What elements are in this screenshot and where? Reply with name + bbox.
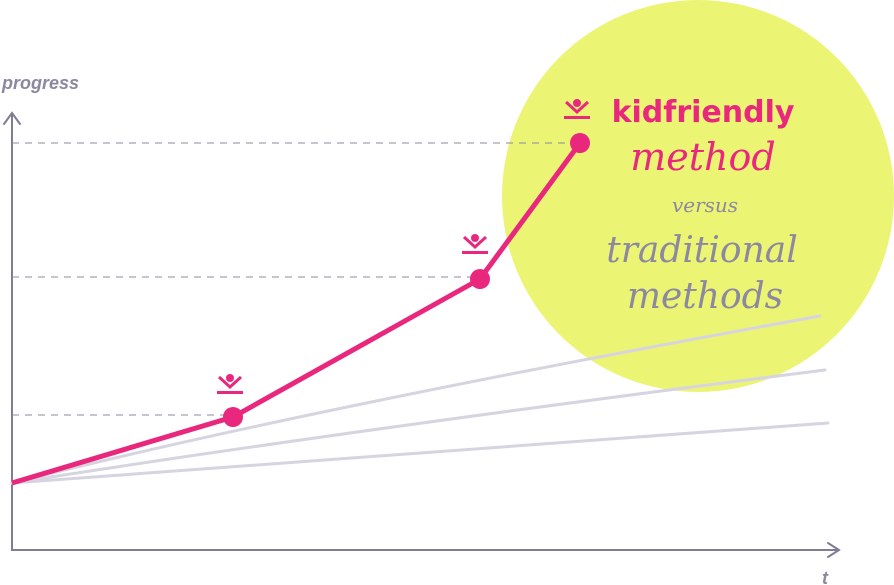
axis-lines <box>11 113 839 551</box>
traditional-label: traditional <box>606 230 798 271</box>
methods-label: methods <box>627 276 783 317</box>
kidfriendly-line <box>11 141 583 486</box>
x-axis-label: t <box>822 568 829 585</box>
y-axis-label: progress <box>1 73 79 93</box>
icon <box>564 99 590 119</box>
icon <box>462 234 488 254</box>
milestone-dot <box>570 133 590 153</box>
icon <box>217 374 243 394</box>
y-arrow <box>3 111 21 125</box>
axes <box>3 111 841 558</box>
icons <box>217 99 590 394</box>
traditional-line <box>10 368 827 485</box>
milestone-dot <box>470 269 490 289</box>
traditional-line <box>10 314 822 485</box>
milestones <box>223 133 590 427</box>
brand: kidfriendly <box>612 95 795 130</box>
highlight-circle <box>502 0 894 392</box>
guides <box>12 142 580 416</box>
traditional-lines <box>10 314 830 485</box>
method-label: method <box>630 135 775 179</box>
versus-label: versus <box>672 193 738 217</box>
milestone-dot <box>223 407 243 427</box>
x-arrow <box>827 542 841 558</box>
traditional-line <box>10 421 830 485</box>
